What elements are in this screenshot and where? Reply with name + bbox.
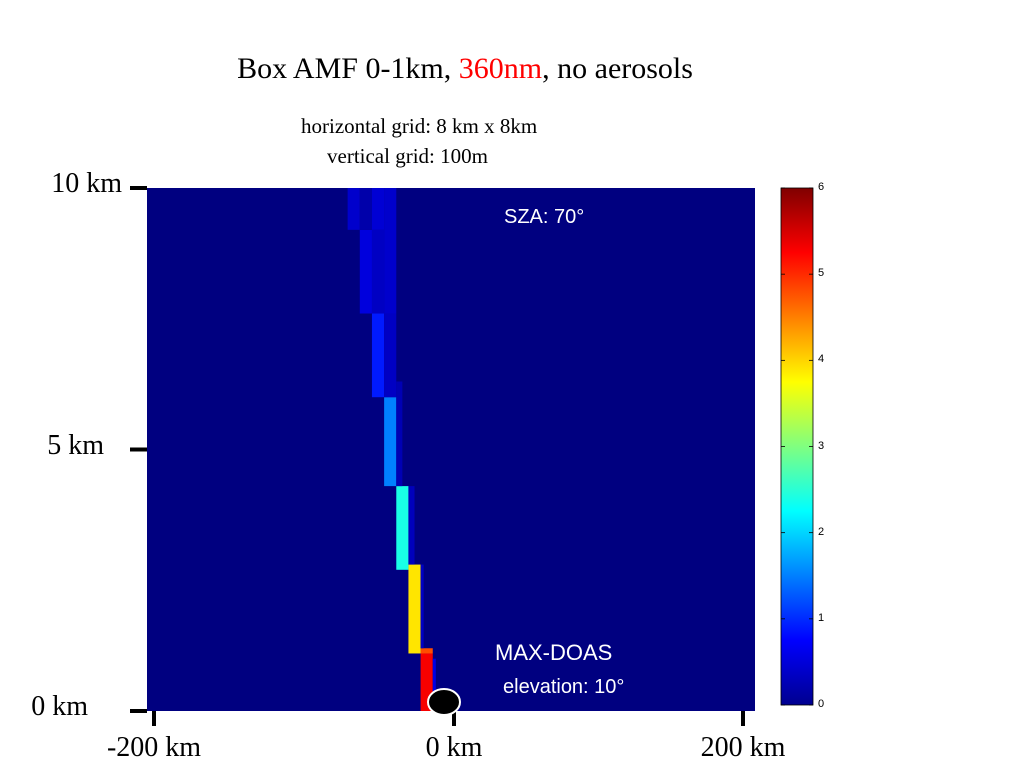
x-tick-label: 0 km (425, 732, 483, 763)
colorbar-tick-label: 6 (818, 181, 825, 193)
heatmap-cell (371, 313, 385, 398)
chart-title: Box AMF 0-1km, 360nm, no aerosols (0, 52, 930, 86)
colorbar (780, 187, 814, 706)
x-tick-label: -200 km (106, 732, 202, 763)
colorbar-tick-label: 4 (818, 353, 825, 366)
heatmap-cell (408, 486, 415, 565)
title-wavelength: 360nm (458, 52, 543, 85)
heatmap-cells (347, 188, 436, 711)
colorbar-tick-label: 2 (818, 525, 825, 538)
heatmap-cell (420, 648, 433, 654)
subtitle-vertical-grid: vertical grid: 100m (327, 144, 488, 168)
title-part-1: Box AMF 0-1km, (237, 52, 459, 85)
colorbar-tick-label: 5 (818, 267, 825, 280)
heatmap-cell (432, 658, 436, 711)
heatmap-cell (396, 381, 403, 487)
heatmap-cell (347, 188, 360, 230)
heatmap-cell (384, 397, 397, 487)
heatmap-cell (359, 229, 372, 314)
y-tick-label: 10 km (51, 168, 122, 199)
y-tick-label: 0 km (31, 691, 88, 722)
colorbar-tick-label: 3 (818, 439, 825, 452)
heatmap-cell (384, 313, 397, 398)
colorbar-ticks (781, 187, 813, 706)
x-tick-label: 200 km (700, 732, 786, 763)
elevation-label: elevation: 10° (503, 676, 625, 698)
title-part-3: , no aerosols (542, 52, 693, 85)
plot-area (147, 188, 755, 711)
sza-annotation: SZA: 70° (504, 206, 585, 228)
colorbar-tick-label: 0 (818, 698, 825, 710)
subtitle-horizontal-grid: horizontal grid: 8 km x 8km (301, 114, 538, 138)
instrument-marker (427, 688, 461, 716)
heatmap-cell (371, 229, 385, 314)
instrument-label: MAX-DOAS (495, 640, 613, 665)
heatmap-cell (408, 564, 421, 654)
heatmap-cell (359, 188, 372, 230)
axes (130, 186, 745, 726)
heatmap-cell (384, 188, 397, 314)
heatmap-cell (396, 486, 409, 570)
colorbar-tick-label: 1 (818, 611, 825, 624)
heatmap-cell (371, 188, 385, 230)
heatmap-cell (420, 564, 424, 649)
y-tick-label: 5 km (47, 429, 104, 461)
